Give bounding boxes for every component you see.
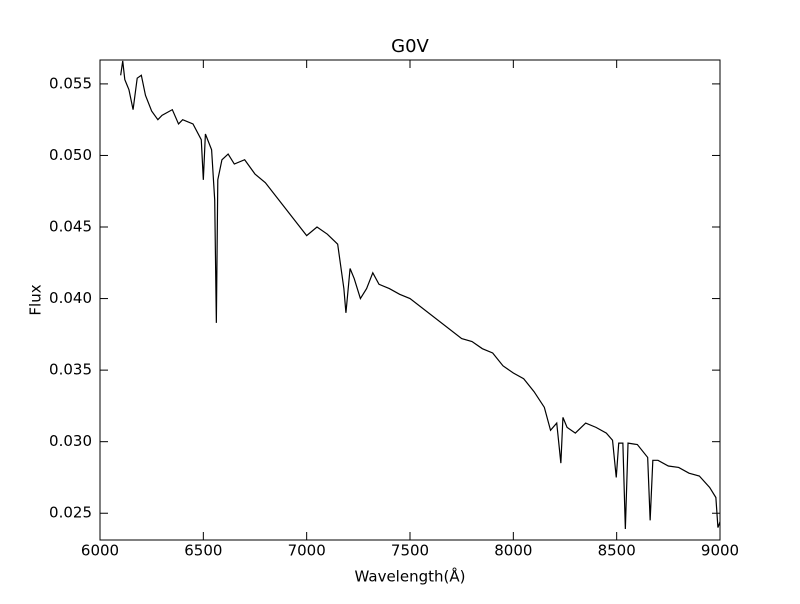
x-axis-label: Wavelength(Å) xyxy=(355,567,466,586)
chart-title: G0V xyxy=(391,36,429,57)
x-tick-label: 7000 xyxy=(288,542,326,560)
y-tick-label: 0.055 xyxy=(49,74,92,92)
x-tick-label: 6000 xyxy=(81,542,119,560)
y-tick-label: 0.045 xyxy=(49,218,92,236)
y-tick-label: 0.025 xyxy=(49,504,92,522)
y-tick-label: 0.050 xyxy=(49,146,92,164)
y-tick-label: 0.030 xyxy=(49,432,92,450)
y-tick-label: 0.040 xyxy=(49,289,92,307)
y-axis-label: Flux xyxy=(27,284,45,315)
x-tick-label: 8500 xyxy=(598,542,636,560)
x-tick-label: 7500 xyxy=(391,542,429,560)
x-tick-label: 8000 xyxy=(494,542,532,560)
x-tick-label: 6500 xyxy=(184,542,222,560)
x-tick-label: 9000 xyxy=(701,542,739,560)
plot-frame xyxy=(99,59,721,541)
spectrum-line xyxy=(120,60,720,529)
y-tick-label: 0.035 xyxy=(49,361,92,379)
